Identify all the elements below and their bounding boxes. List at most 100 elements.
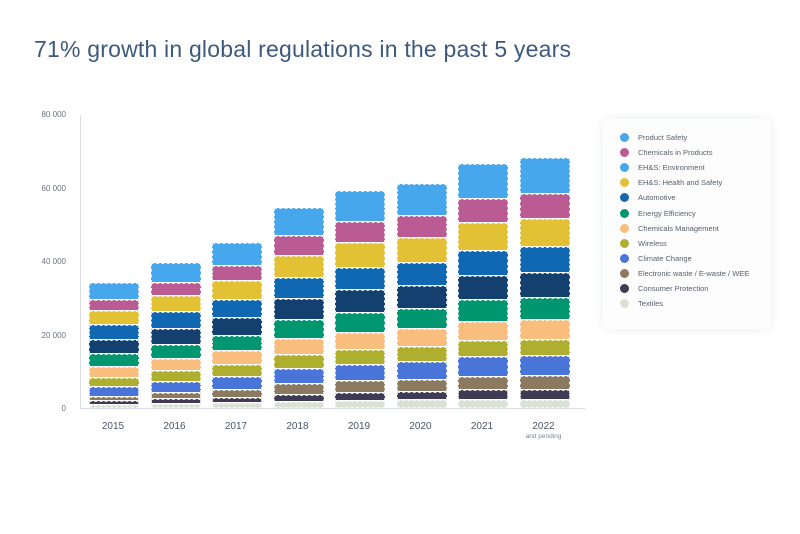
legend-item: Consumer Protection xyxy=(620,281,771,296)
bar-segment xyxy=(89,401,139,406)
bar-segment xyxy=(335,243,385,269)
bar-segment xyxy=(396,400,447,408)
x-axis-label-2021: 2021 xyxy=(470,421,494,432)
bar-segment xyxy=(458,399,508,408)
legend-label: Chemicals in Products xyxy=(638,148,713,158)
bar-segment xyxy=(519,194,570,220)
bar-segment xyxy=(150,382,201,394)
bar-segment xyxy=(458,390,508,400)
bar-segment xyxy=(212,397,262,404)
legend-color-dot xyxy=(620,238,629,248)
legend-color-dot xyxy=(620,148,629,158)
bar-segment xyxy=(519,375,570,390)
x-axis-label-2019: 2019 xyxy=(347,421,371,432)
bar-2017 xyxy=(212,242,262,408)
bar-segment xyxy=(150,262,201,283)
bar-segment xyxy=(396,309,447,330)
legend-color-dot xyxy=(620,133,629,143)
bar-segment xyxy=(273,384,324,395)
legend-color-dot xyxy=(620,223,629,233)
bar-segment xyxy=(273,320,324,339)
bar-segment xyxy=(89,339,139,355)
x-axis-label-2015: 2015 xyxy=(101,421,125,432)
bar-segment xyxy=(458,275,508,301)
bar-segment xyxy=(273,354,324,369)
bar-segment xyxy=(273,207,324,237)
bar-segment xyxy=(458,376,508,391)
bar-segment xyxy=(396,183,447,216)
legend-color-dot xyxy=(620,299,629,309)
legend-label: Electronic waste / E-waste / WEE xyxy=(638,268,750,278)
x-axis-label-2016: 2016 xyxy=(163,421,186,432)
bar-2015 xyxy=(89,283,139,408)
bar-segment xyxy=(458,223,508,251)
bar-segment xyxy=(335,401,385,408)
bar-segment xyxy=(89,396,139,402)
legend-item: EH&S: Health and Safety xyxy=(620,175,771,190)
legend-label: Climate Change xyxy=(638,253,692,263)
bar-segment xyxy=(273,368,324,385)
bar-segment xyxy=(212,389,262,398)
bar-segment xyxy=(396,362,447,380)
bar-2016 xyxy=(150,262,201,408)
bar-segment xyxy=(519,389,570,400)
bar-segment xyxy=(335,290,385,313)
bar-segment xyxy=(396,329,447,348)
bar-segment xyxy=(273,299,324,321)
bar-segment xyxy=(396,263,447,287)
bar-segment xyxy=(335,191,385,223)
bar-segment xyxy=(396,215,447,238)
bar-segment xyxy=(335,332,385,350)
bar-segment xyxy=(212,403,262,408)
bar-segment xyxy=(458,198,508,224)
y-axis-tick-label: 0 xyxy=(61,404,66,413)
bar-segment xyxy=(150,328,201,346)
bar-2018 xyxy=(273,207,324,408)
bar-segment xyxy=(273,338,324,355)
bar-segment xyxy=(273,236,324,256)
bar-segment xyxy=(150,404,201,408)
legend-card: Product Safety Chemicals in Products EH&S:… xyxy=(603,119,771,329)
bar-segment xyxy=(212,281,262,301)
y-axis-tick-label: 80 000 xyxy=(41,110,66,119)
bar-segment xyxy=(89,311,139,326)
legend-item: Textiles xyxy=(620,296,771,311)
bar-segment xyxy=(89,377,139,388)
plot-area xyxy=(80,115,585,409)
legend-label: Automotive xyxy=(638,193,676,203)
bar-segment xyxy=(273,278,324,300)
bar-segment xyxy=(519,356,570,376)
legend-item: Chemicals in Products xyxy=(620,145,771,160)
bar-segment xyxy=(335,222,385,244)
legend-item: Product Safety xyxy=(620,130,771,145)
bar-segment xyxy=(335,349,385,365)
bar-segment xyxy=(458,322,508,342)
bar-segment xyxy=(519,297,570,321)
bar-segment xyxy=(519,399,570,408)
bar-segment xyxy=(519,219,570,248)
bar-segment xyxy=(396,391,447,401)
legend-item: Wireless xyxy=(620,236,771,251)
bar-segment xyxy=(458,300,508,323)
bar-segment xyxy=(519,272,570,298)
y-axis-tick-label: 40 000 xyxy=(41,257,66,266)
legend-label: Energy Efficiency xyxy=(638,208,696,218)
legend-item: Automotive xyxy=(620,190,771,205)
bar-segment xyxy=(150,312,201,329)
bar-segment xyxy=(335,381,385,393)
legend-color-dot xyxy=(620,178,629,188)
bar-segment xyxy=(89,366,139,378)
legend-item: Chemicals Management xyxy=(620,221,771,236)
bar-segment xyxy=(212,265,262,282)
bar-segment xyxy=(212,318,262,337)
bar-segment xyxy=(212,300,262,319)
legend-label: Chemicals Management xyxy=(638,223,719,233)
bar-segment xyxy=(396,237,447,264)
bar-segment xyxy=(458,250,508,276)
bar-segment xyxy=(212,377,262,390)
bar-segment xyxy=(150,399,201,405)
bar-segment xyxy=(273,255,324,279)
legend-color-dot xyxy=(620,208,629,218)
bar-segment xyxy=(519,158,570,195)
